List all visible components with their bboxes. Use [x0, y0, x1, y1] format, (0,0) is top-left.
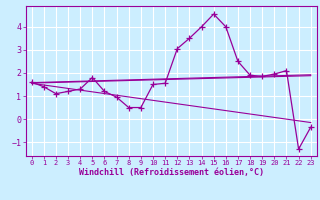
X-axis label: Windchill (Refroidissement éolien,°C): Windchill (Refroidissement éolien,°C) [79, 168, 264, 177]
